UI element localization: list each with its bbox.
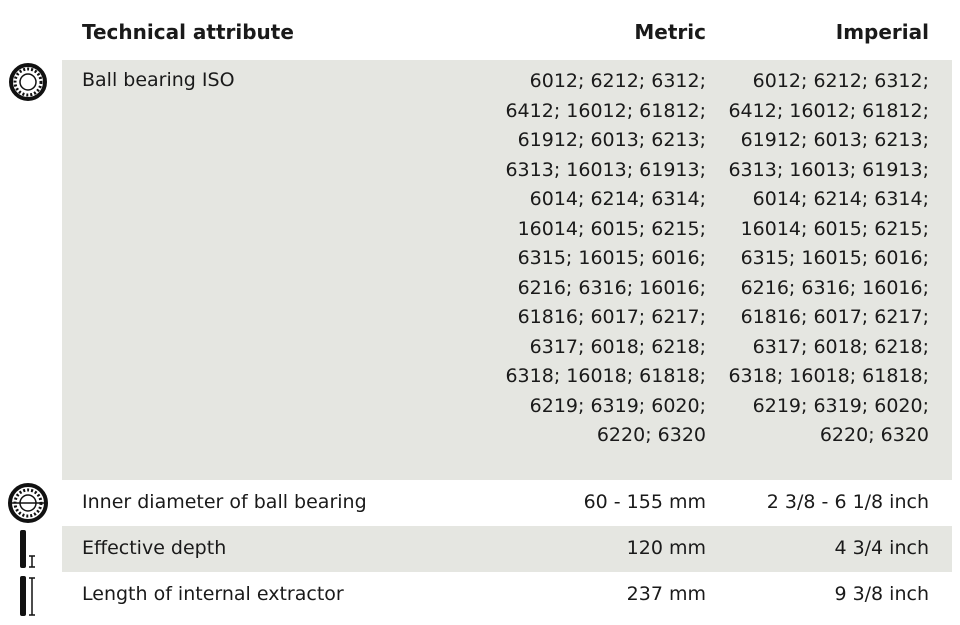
depth-icon — [20, 530, 35, 568]
code-line: 6412; 16012; 61812; — [728, 99, 929, 122]
code-line: 61912; 6013; 6213; — [517, 129, 706, 151]
metric-cell: 60 - 155 mm — [583, 491, 706, 513]
code-line: 6318; 16018; 61818; — [505, 365, 706, 387]
bearing-icon — [8, 483, 48, 523]
code-line: 6315; 16015; 6016; — [517, 247, 706, 269]
metric-cell: 120 mm — [626, 537, 706, 559]
imperial-cell: 4 3/4 inch — [834, 537, 929, 559]
imperial-cell: 6012; 6212; 6312; 6412; 16012; 61812; 6191… — [728, 67, 929, 451]
code-line: 6315; 16015; 6016; — [740, 247, 929, 269]
table-row: Ball bearing ISO 6012; 6212; 6312; 6412; … — [62, 60, 952, 480]
metric-cell: 237 mm — [626, 583, 706, 605]
code-line: 6412; 16012; 61812; — [505, 99, 706, 122]
table-row: Effective depth 120 mm 4 3/4 inch — [62, 526, 952, 572]
header-cell: Imperial — [835, 20, 929, 44]
code-line: 6216; 6316; 16016; — [740, 276, 929, 299]
code-line: 16014; 6015; 6215; — [517, 217, 706, 240]
bearing-icon — [9, 63, 47, 101]
code-line: 6219; 6319; 6020; — [529, 394, 706, 417]
code-line: 6220; 6320 — [819, 424, 929, 446]
code-line: 6014; 6214; 6314; — [529, 188, 706, 210]
header-cell: Metric — [634, 20, 706, 44]
code-line: 6216; 6316; 16016; — [517, 276, 706, 299]
metric-cell: 6012; 6212; 6312; 6412; 16012; 61812; 6191… — [505, 67, 706, 451]
code-line: 16014; 6015; 6215; — [740, 217, 929, 240]
attribute-cell: Ball bearing ISO — [82, 69, 235, 91]
code-line: 6219; 6319; 6020; — [752, 394, 929, 417]
code-line: 6012; 6212; 6312; — [752, 70, 929, 92]
code-line: 6317; 6018; 6218; — [752, 335, 929, 358]
code-line: 6014; 6214; 6314; — [752, 188, 929, 210]
imperial-cell: 2 3/8 - 6 1/8 inch — [766, 491, 929, 513]
imperial-cell: 9 3/8 inch — [834, 583, 929, 605]
code-line: 6317; 6018; 6218; — [529, 335, 706, 358]
code-line: 61816; 6017; 6217; — [517, 306, 706, 328]
header-cell: Technical attribute — [82, 20, 294, 44]
code-line: 61912; 6013; 6213; — [740, 129, 929, 151]
code-line: 6220; 6320 — [596, 424, 706, 446]
code-line: 6313; 16013; 61913; — [728, 158, 929, 181]
table-row: Inner diameter of ball bearing 60 - 155 … — [62, 480, 952, 526]
table-row: Length of internal extractor 237 mm 9 3/… — [62, 572, 952, 618]
extractor-icon — [20, 576, 35, 616]
attribute-cell: Inner diameter of ball bearing — [82, 491, 367, 513]
code-line: 61816; 6017; 6217; — [740, 306, 929, 328]
code-line: 6313; 16013; 61913; — [505, 158, 706, 181]
code-line: 6012; 6212; 6312; — [529, 70, 706, 92]
attribute-cell: Length of internal extractor — [82, 583, 344, 605]
code-line: 6318; 16018; 61818; — [728, 365, 929, 387]
attribute-cell: Effective depth — [82, 537, 227, 559]
